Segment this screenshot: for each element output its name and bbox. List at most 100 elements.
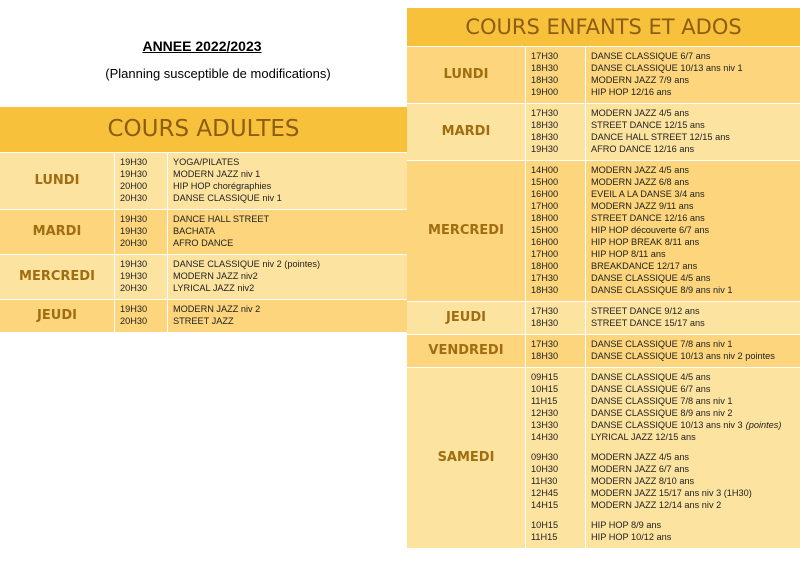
course-column: DANCE HALL STREET BACHATA AFRO DANCE [167,209,407,254]
course: LYRICAL JAZZ niv2 [173,283,255,293]
course: MODERN JAZZ 6/8 ans [591,177,690,187]
course: DANSE CLASSIQUE 10/13 ans niv 1 [591,63,743,73]
time: 20H30 [120,283,148,293]
section-header: COURS ADULTES [0,107,407,152]
day-label: MARDI [441,124,491,139]
course-line: STREET DANCE 15/17 ans [591,317,800,329]
course-line: DANSE CLASSIQUE 4/5 ans [591,272,800,284]
course-line: HIP HOP découverte 6/7 ans [591,224,800,236]
time: 11H30 [531,476,558,486]
course: YOGA/PILATES [173,157,240,167]
course-column: STREET DANCE 9/12 ans STREET DANCE 15/17 … [585,301,800,334]
time: 19H30 [120,304,148,314]
time: 16H00 [531,237,559,247]
time: 19H30 [120,259,148,269]
time: 09H30 [531,452,559,462]
course-line: AFRO DANCE [173,237,407,249]
course: MODERN JAZZ 12/14 ans niv 2 [591,500,722,510]
day-label: MERCREDI [19,269,95,284]
course-line: LYRICAL JAZZ 12/15 ans [591,431,800,443]
course-line: HIP HOP 8/9 ans [591,519,800,531]
course: MODERN JAZZ 4/5 ans [591,108,690,118]
time-column: 19H30 19H30 20H30 [114,209,167,254]
time: 15H00 [531,225,559,235]
course-line: MODERN JAZZ 12/14 ans niv 2 [591,499,800,511]
time: 17H30 [531,273,559,283]
course-line: DANSE CLASSIQUE niv 2 (pointes) [173,258,407,270]
course-line: MODERN JAZZ 9/11 ans [591,200,800,212]
course-line: MODERN JAZZ niv2 [173,270,407,282]
course: MODERN JAZZ niv 2 [173,304,261,314]
course-line: MODERN JAZZ 6/7 ans [591,463,800,475]
time: 13H30 [531,420,559,430]
course: MODERN JAZZ niv2 [173,271,258,281]
day-label: MERCREDI [428,223,504,238]
course-column: MODERN JAZZ 4/5 ans STREET DANCE 12/15 an… [585,103,800,160]
time: 18H30 [531,120,559,130]
course-line: BACHATA [173,225,407,237]
course-line: YOGA/PILATES [173,156,407,168]
time: 18H30 [531,351,559,361]
course-line: AFRO DANCE 12/16 ans [591,143,800,155]
course: MODERN JAZZ 7/9 ans [591,75,690,85]
time: 16H00 [531,189,559,199]
course-column: DANSE CLASSIQUE 4/5 ans DANSE CLASSIQUE 6… [585,367,800,548]
course-line: HIP HOP BREAK 8/11 ans [591,236,800,248]
course-line: MODERN JAZZ 4/5 ans [591,164,800,176]
course-line: MODERN JAZZ niv 2 [173,303,407,315]
course: MODERN JAZZ 6/7 ans [591,464,690,474]
course-line: EVEIL A LA DANSE 3/4 ans [591,188,800,200]
course-line: DANSE CLASSIQUE 7/8 ans niv 1 [591,395,800,407]
course: STREET DANCE 12/15 ans [591,120,705,130]
course: MODERN JAZZ 4/5 ans [591,452,690,462]
day-label: JEUDI [37,308,77,323]
course: HIP HOP 8/9 ans [591,520,662,530]
time: 14H15 [531,500,559,510]
course-line: DANSE CLASSIQUE 10/13 ans niv 2 pointes [591,350,800,362]
course: DANSE CLASSIQUE 10/13 ans niv 3 [591,420,743,430]
time-column: 19H30 19H30 20H30 [114,254,167,299]
time: 18H00 [531,261,559,271]
time: 20H30 [120,193,148,203]
time-column: 17H30 18H30 [525,301,585,334]
course: AFRO DANCE [173,238,234,248]
course: DANSE CLASSIQUE 4/5 ans [591,372,711,382]
course: DANSE CLASSIQUE 6/7 ans [591,384,711,394]
course: STREET JAZZ [173,316,234,326]
course: STREET DANCE 9/12 ans [591,306,700,316]
time: 20H30 [120,316,148,326]
course: STREET DANCE 12/16 ans [591,213,705,223]
course-line: HIP HOP 12/16 ans [591,86,800,98]
day-label: LUNDI [34,173,80,188]
subtitle: (Planning susceptible de modifications) [105,66,331,81]
course-line: HIP HOP 10/12 ans [591,531,800,543]
time: 11H15 [531,396,558,406]
course: MODERN JAZZ 8/10 ans [591,476,695,486]
course: AFRO DANCE 12/16 ans [591,144,695,154]
day-label: LUNDI [443,67,489,82]
time: 14H00 [531,165,559,175]
time: 11H15 [531,532,558,542]
course-line: DANSE CLASSIQUE 8/9 ans niv 2 [591,407,800,419]
time: 18H30 [531,132,559,142]
course-line: DANSE CLASSIQUE 10/13 ans niv 1 [591,62,800,74]
course-line: MODERN JAZZ niv 1 [173,168,407,180]
time: 19H30 [120,157,148,167]
time: 18H00 [531,213,559,223]
course-line: DANSE CLASSIQUE 7/8 ans niv 1 [591,338,800,350]
day-row [407,367,800,548]
time-column: 19H30 19H30 20H00 20H30 [114,152,167,209]
course: DANSE CLASSIQUE 8/9 ans niv 1 [591,285,733,295]
course-line: MODERN JAZZ 6/8 ans [591,176,800,188]
course: DANSE CLASSIQUE 6/7 ans [591,51,711,61]
course-line: MODERN JAZZ 8/10 ans [591,475,800,487]
time-column: 17H30 18H30 18H30 19H30 [525,103,585,160]
day-row [0,209,407,254]
day-row [407,103,800,160]
day-row [0,254,407,299]
time-column: 19H30 20H30 [114,299,167,332]
time: 17H30 [531,51,559,61]
day-label: JEUDI [446,310,486,325]
day-row [407,334,800,367]
